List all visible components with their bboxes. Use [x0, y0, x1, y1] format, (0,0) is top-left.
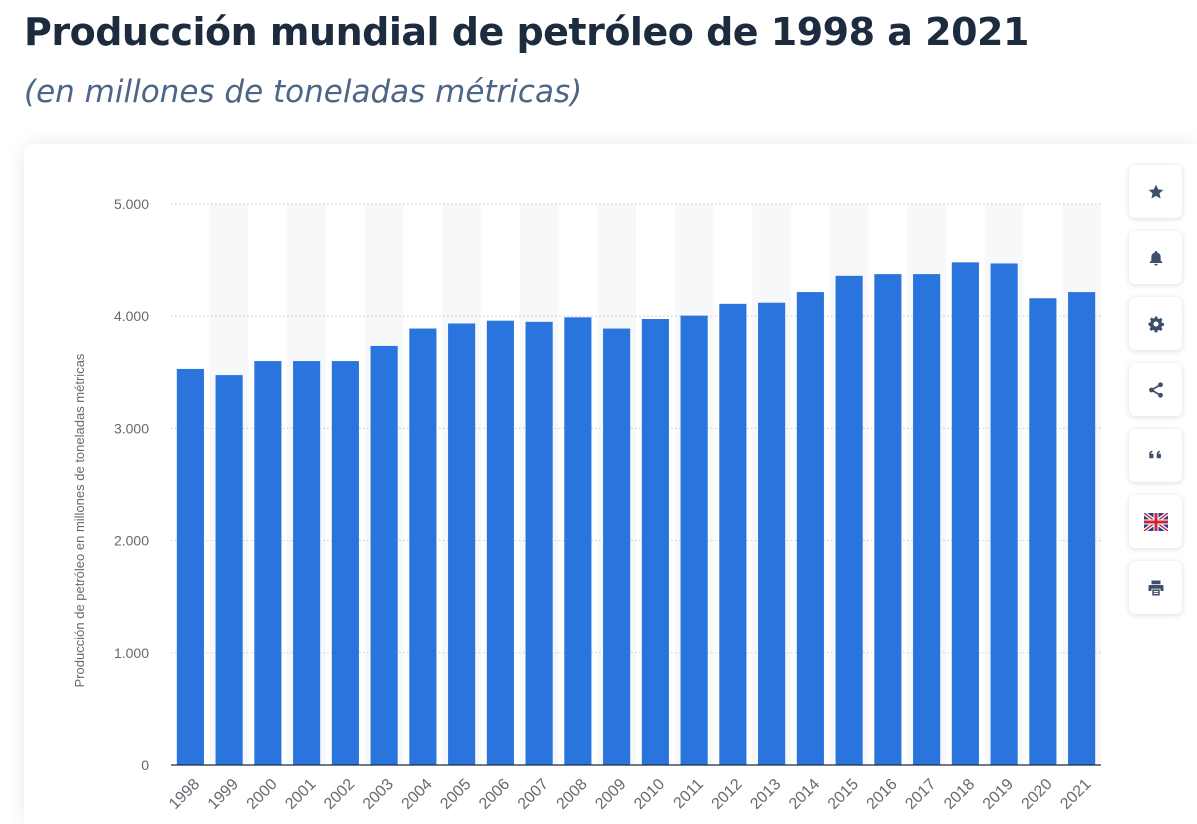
- x-tick-label: 2002: [321, 776, 358, 813]
- bar[interactable]: [448, 323, 476, 765]
- bar[interactable]: [176, 368, 204, 765]
- language-button[interactable]: [1129, 495, 1182, 548]
- print-button[interactable]: [1129, 561, 1182, 614]
- star-icon: [1148, 184, 1163, 198]
- bar[interactable]: [990, 263, 1018, 765]
- x-tick-label: 2009: [592, 776, 629, 813]
- page-title: Producción mundial de petróleo de 1998 a…: [24, 10, 1029, 54]
- bar[interactable]: [370, 345, 398, 765]
- bar[interactable]: [525, 321, 553, 765]
- x-tick-label: 2017: [902, 776, 939, 813]
- x-tick-label: 2000: [244, 776, 281, 813]
- x-tick-label: 2007: [515, 776, 552, 813]
- bell-icon: [1149, 250, 1162, 265]
- y-axis-label: Producción de petróleo en millones de to…: [72, 353, 87, 687]
- x-tick-label: 2005: [437, 776, 474, 813]
- bar[interactable]: [1068, 292, 1096, 765]
- bar[interactable]: [215, 375, 243, 765]
- bar[interactable]: [1029, 298, 1057, 765]
- x-tick-label: 2008: [554, 776, 591, 813]
- x-tick-label: 2004: [399, 776, 436, 813]
- bar[interactable]: [874, 274, 902, 765]
- x-tick-label: 2010: [631, 776, 668, 813]
- x-tick-label: 2011: [671, 776, 707, 812]
- y-tick-label: 1.000: [114, 645, 149, 661]
- settings-button[interactable]: [1129, 297, 1182, 350]
- bar[interactable]: [758, 302, 786, 765]
- share-button[interactable]: [1129, 363, 1182, 416]
- bar[interactable]: [603, 328, 631, 765]
- share-icon: [1148, 381, 1163, 398]
- bar[interactable]: [293, 361, 321, 765]
- x-tick-label: 2013: [747, 776, 784, 813]
- bar[interactable]: [719, 303, 747, 765]
- y-tick-label: 2.000: [114, 533, 149, 549]
- x-tick-label: 2018: [941, 776, 978, 813]
- bar[interactable]: [641, 319, 669, 765]
- bar[interactable]: [680, 315, 708, 765]
- x-tick-label: 2001: [282, 776, 319, 813]
- uk-flag-icon: [1143, 512, 1168, 531]
- x-tick-label: 2021: [1057, 776, 1094, 813]
- bar[interactable]: [951, 262, 979, 765]
- x-tick-label: 2003: [360, 776, 397, 813]
- x-tick-label: 2006: [476, 776, 513, 813]
- x-tick-label: 1998: [166, 776, 203, 813]
- x-tick-label: 2014: [786, 776, 823, 813]
- bar[interactable]: [331, 361, 359, 765]
- y-tick-label: 5.000: [114, 196, 149, 212]
- chart-toolbar: [1129, 165, 1182, 614]
- x-tick-label: 2015: [825, 776, 862, 813]
- bar[interactable]: [913, 274, 941, 765]
- y-tick-label: 0: [141, 757, 149, 773]
- bar[interactable]: [796, 292, 824, 765]
- gear-icon: [1148, 316, 1164, 332]
- x-tick-label: 2012: [709, 776, 746, 813]
- notification-button[interactable]: [1129, 231, 1182, 284]
- bar[interactable]: [254, 361, 282, 765]
- page-subtitle: (en millones de toneladas métricas): [24, 74, 583, 110]
- favorite-button[interactable]: [1129, 165, 1182, 218]
- x-tick-label: 2019: [980, 776, 1017, 813]
- x-tick-label: 1999: [205, 776, 242, 813]
- x-tick-label: 2016: [864, 776, 901, 813]
- y-tick-label: 4.000: [114, 308, 149, 324]
- bar[interactable]: [409, 328, 437, 765]
- bar[interactable]: [486, 320, 514, 765]
- print-icon: [1148, 580, 1163, 595]
- cite-button[interactable]: [1129, 429, 1182, 482]
- y-tick-label: 3.000: [114, 420, 149, 436]
- x-tick-label: 2020: [1019, 776, 1056, 813]
- bar[interactable]: [564, 317, 592, 765]
- bar[interactable]: [835, 275, 863, 765]
- quote-icon: [1148, 450, 1161, 458]
